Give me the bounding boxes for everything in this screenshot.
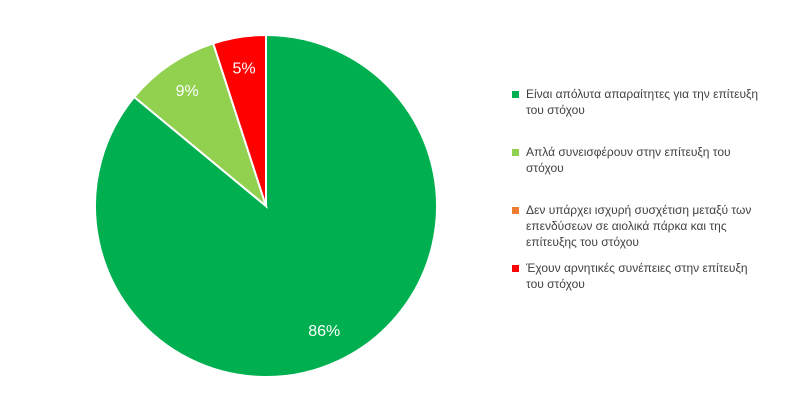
pie-slice-essential [94,33,438,378]
legend-label-contribute: Απλά συνεισφέρουν στην επίτευξη του στόχ… [526,145,731,175]
data-label-negative: 5% [233,61,256,78]
legend: Είναι απόλυτα απαραίτητες για την επίτευ… [512,86,762,318]
legend-label-negative: Έχουν αρνητικές συνέπειες στην επίτευξη … [526,261,748,291]
legend-label-essential: Είναι απόλυτα απαραίτητες για την επίτευ… [526,87,759,117]
data-label-essential: 86% [308,323,340,340]
pie-slice-negative [211,33,267,207]
legend-item-negative: Έχουν αρνητικές συνέπειες στην επίτευξη … [512,260,762,292]
pie-data-labels: 86% 9% 5% [176,61,341,340]
pie-slices [94,33,438,378]
data-label-contribute: 9% [176,83,199,100]
legend-swatch-negative [512,265,519,272]
legend-item-contribute: Απλά συνεισφέρουν στην επίτευξη του στόχ… [512,144,762,176]
pie-slice-contribute [132,42,269,209]
legend-swatch-no-correlation [512,207,519,214]
legend-swatch-contribute [512,149,519,156]
legend-item-essential: Είναι απόλυτα απαραίτητες για την επίτευ… [512,86,762,118]
legend-item-no-correlation: Δεν υπάρχει ισχυρή συσχέτιση μεταξύ των … [512,202,762,250]
legend-swatch-essential [512,91,519,98]
legend-label-no-correlation: Δεν υπάρχει ισχυρή συσχέτιση μεταξύ των … [526,203,752,249]
